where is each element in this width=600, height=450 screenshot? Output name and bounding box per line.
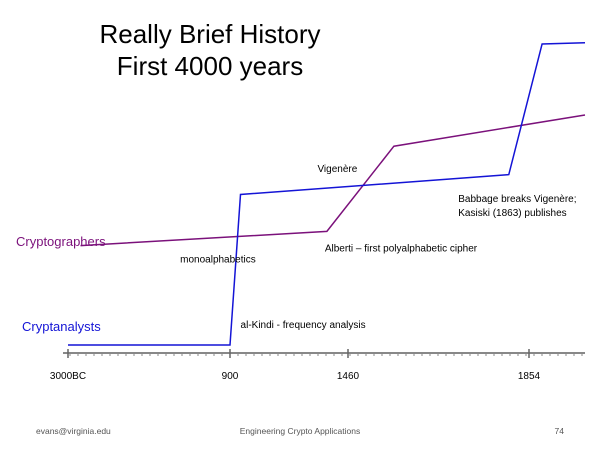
annotation-label: monoalphabetics <box>180 255 256 266</box>
annotation-label: Alberti – first polyalphabetic cipher <box>325 243 478 254</box>
title-line-1: Really Brief History <box>99 19 321 49</box>
x-tick-label: 1460 <box>337 371 360 382</box>
chart-labels: monoalphabetics Vigenère Alberti – first p… <box>180 164 576 331</box>
footer-email: evans@virginia.edu <box>36 426 111 436</box>
series-label-cryptographers: Cryptographers <box>16 234 106 249</box>
annotation-label: Kasiski (1863) publishes <box>458 208 566 219</box>
footer-page-number: 74 <box>554 426 564 436</box>
title-line-2: First 4000 years <box>116 51 304 81</box>
series-line-cryptographers <box>80 114 586 247</box>
annotation-label: Babbage breaks Vigenère; <box>458 194 576 205</box>
x-axis: 3000BC 900 1460 1854 <box>50 349 585 382</box>
series-line-cryptanalysts <box>68 42 586 346</box>
annotation-label: Vigenère <box>317 164 357 175</box>
chart-series: Cryptographers Cryptanalysts <box>16 42 586 346</box>
slide-title: Really Brief History First 4000 years <box>60 18 360 82</box>
x-tick-label: 1854 <box>518 371 541 382</box>
series-label-cryptanalysts: Cryptanalysts <box>22 319 101 334</box>
x-tick-label: 3000BC <box>50 371 86 382</box>
annotation-label: al-Kindi - frequency analysis <box>241 320 366 331</box>
x-tick-label: 900 <box>222 371 239 382</box>
footer-course: Engineering Crypto Applications <box>239 426 361 436</box>
